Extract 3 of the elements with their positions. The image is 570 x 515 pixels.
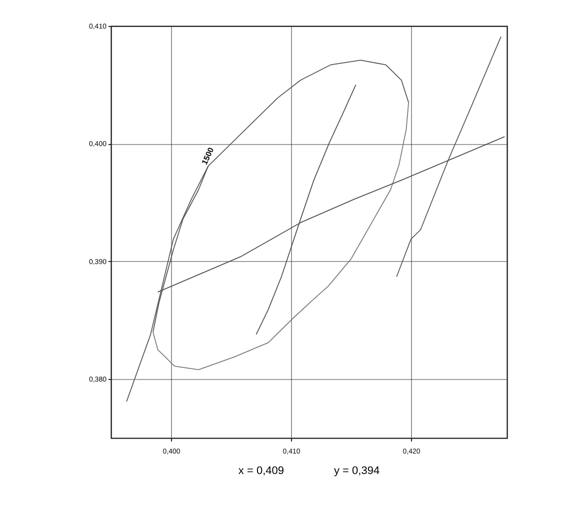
annotation: 1500 — [200, 146, 216, 166]
text: x = 0,409 — [238, 465, 284, 477]
text: y = 0,394 — [334, 465, 380, 477]
